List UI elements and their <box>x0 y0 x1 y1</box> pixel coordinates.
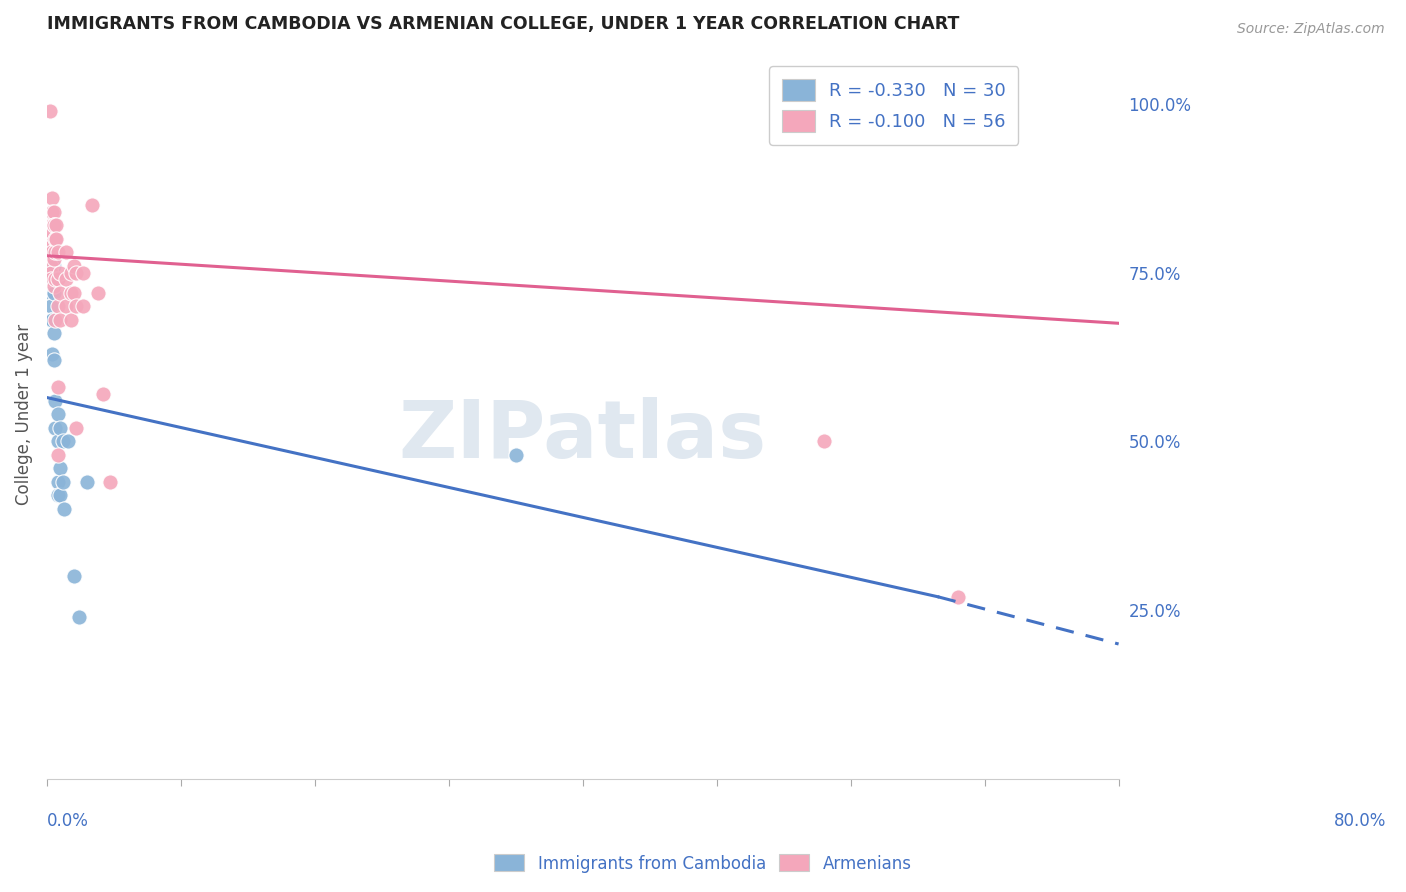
Point <box>41 245 63 260</box>
Point <box>45 232 67 246</box>
Point <box>52 475 75 489</box>
Point <box>72 300 94 314</box>
Point <box>46 380 69 394</box>
Point <box>39 313 62 327</box>
Point <box>46 245 69 260</box>
Point <box>41 191 63 205</box>
Point <box>505 448 527 462</box>
Point <box>46 272 69 286</box>
Point <box>946 590 969 604</box>
Point <box>39 272 62 286</box>
Point <box>44 313 66 327</box>
Point <box>41 245 63 260</box>
Point <box>39 238 62 252</box>
Point <box>49 488 72 502</box>
Point <box>46 408 69 422</box>
Point <box>42 326 65 341</box>
Legend: Immigrants from Cambodia, Armenians: Immigrants from Cambodia, Armenians <box>488 847 918 880</box>
Point <box>52 434 75 449</box>
Point <box>65 421 87 435</box>
Point <box>44 272 66 286</box>
Point <box>44 245 66 260</box>
Point <box>41 232 63 246</box>
Point <box>62 259 84 273</box>
Point <box>41 205 63 219</box>
Text: 0.0%: 0.0% <box>46 812 89 830</box>
Point <box>42 205 65 219</box>
Point <box>46 475 69 489</box>
Point <box>42 353 65 368</box>
Point <box>65 266 87 280</box>
Point <box>39 272 62 286</box>
Point <box>87 285 110 300</box>
Point <box>39 232 62 246</box>
Point <box>98 475 121 489</box>
Point <box>76 475 98 489</box>
Point <box>42 252 65 267</box>
Point <box>49 421 72 435</box>
Point <box>55 272 77 286</box>
Point <box>41 313 63 327</box>
Point <box>41 219 63 233</box>
Point <box>58 434 80 449</box>
Point <box>45 219 67 233</box>
Point <box>59 285 82 300</box>
Point <box>55 300 77 314</box>
Point <box>42 285 65 300</box>
Point <box>39 266 62 280</box>
Point <box>53 502 76 516</box>
Point <box>44 232 66 246</box>
Point <box>41 272 63 286</box>
Point <box>39 300 62 314</box>
Point <box>39 259 62 273</box>
Point <box>72 266 94 280</box>
Text: Source: ZipAtlas.com: Source: ZipAtlas.com <box>1237 22 1385 37</box>
Point <box>39 285 62 300</box>
Point <box>49 461 72 475</box>
Point <box>59 266 82 280</box>
Text: IMMIGRANTS FROM CAMBODIA VS ARMENIAN COLLEGE, UNDER 1 YEAR CORRELATION CHART: IMMIGRANTS FROM CAMBODIA VS ARMENIAN COL… <box>46 15 959 33</box>
Point <box>42 259 65 273</box>
Point <box>49 285 72 300</box>
Point <box>813 434 835 449</box>
Point <box>59 313 82 327</box>
Text: ZIPatlas: ZIPatlas <box>399 397 766 475</box>
Legend: R = -0.330   N = 30, R = -0.100   N = 56: R = -0.330 N = 30, R = -0.100 N = 56 <box>769 66 1018 145</box>
Point <box>67 610 90 624</box>
Point <box>91 387 114 401</box>
Text: 80.0%: 80.0% <box>1334 812 1386 830</box>
Point <box>49 313 72 327</box>
Point <box>38 103 60 118</box>
Point <box>44 393 66 408</box>
Point <box>42 279 65 293</box>
Point <box>82 198 104 212</box>
Point <box>44 421 66 435</box>
Point <box>41 238 63 252</box>
Point <box>46 488 69 502</box>
Point <box>49 266 72 280</box>
Point <box>893 96 915 111</box>
Point <box>62 569 84 583</box>
Point <box>62 285 84 300</box>
Point <box>39 219 62 233</box>
Point <box>42 219 65 233</box>
Point <box>46 434 69 449</box>
Point <box>65 300 87 314</box>
Point <box>41 346 63 360</box>
Point <box>42 219 65 233</box>
Point <box>55 245 77 260</box>
Point <box>46 448 69 462</box>
Point <box>46 300 69 314</box>
Point <box>41 225 63 239</box>
Y-axis label: College, Under 1 year: College, Under 1 year <box>15 324 32 505</box>
Point <box>39 245 62 260</box>
